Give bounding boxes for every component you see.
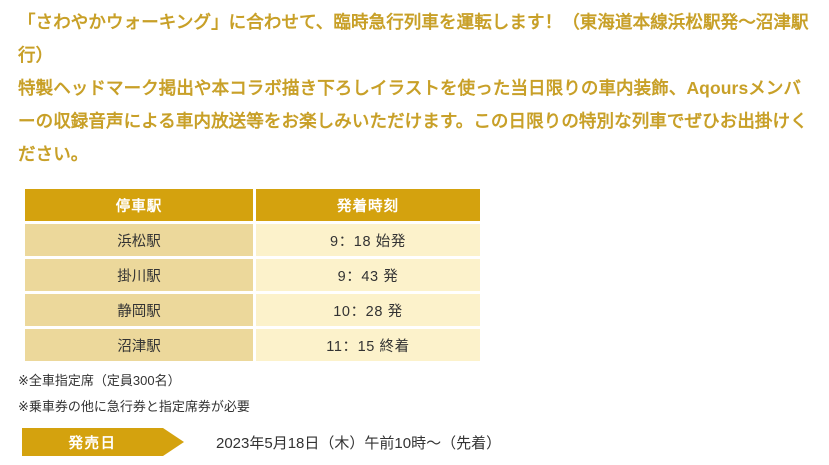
column-header-station: 停車駅 [25,189,253,221]
cell-station: 静岡駅 [25,294,253,326]
column-header-time: 発着時刻 [256,189,480,221]
cell-time: 9：18 始発 [256,224,480,256]
table-row: 沼津駅 11：15 終着 [25,329,480,361]
cell-station: 掛川駅 [25,259,253,291]
release-date-value: 2023年5月18日（木）午前10時～（先着） [216,434,502,452]
lead-paragraph-2: 特製ヘッドマーク掲出や本コラボ描き下ろしイラストを使った当日限りの車内装飾、Aq… [18,78,808,164]
table-header-row: 停車駅 発着時刻 [25,189,480,221]
cell-station: 浜松駅 [25,224,253,256]
arrow-right-icon [163,428,184,456]
note-item: ※全車指定席（定員300名） [18,373,181,388]
cell-time: 11：15 終着 [256,329,480,361]
table-row: 浜松駅 9：18 始発 [25,224,480,256]
lead-paragraph-1: 「さわやかウォーキング」に合わせて、臨時急行列車を運転します！（東海道本線浜松駅… [18,12,809,65]
table-row: 掛川駅 9：43 発 [25,259,480,291]
release-date-badge-label: 発売日 [68,435,117,452]
lead-text-block: 「さわやかウォーキング」に合わせて、臨時急行列車を運転します！（東海道本線浜松駅… [18,6,818,171]
notes-block: ※全車指定席（定員300名） ※乗車券の他に急行券と指定席券が必要 [18,368,250,420]
train-timetable: 停車駅 発着時刻 浜松駅 9：18 始発 掛川駅 9：43 発 静岡駅 10：2… [22,186,483,364]
note-item: ※乗車券の他に急行券と指定席券が必要 [18,399,250,414]
cell-station: 沼津駅 [25,329,253,361]
cell-time: 10：28 発 [256,294,480,326]
release-date-row: 発売日 2023年5月18日（木）午前10時～（先着） [22,428,501,456]
release-date-badge: 発売日 [22,428,184,456]
cell-time: 9：43 発 [256,259,480,291]
table-row: 静岡駅 10：28 発 [25,294,480,326]
